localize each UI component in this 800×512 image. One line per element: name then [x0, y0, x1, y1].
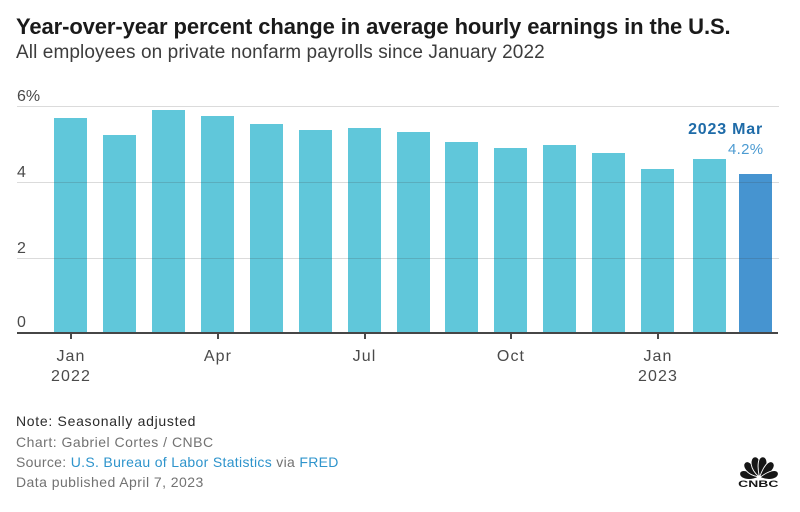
svg-text:CNBC: CNBC	[738, 479, 779, 489]
